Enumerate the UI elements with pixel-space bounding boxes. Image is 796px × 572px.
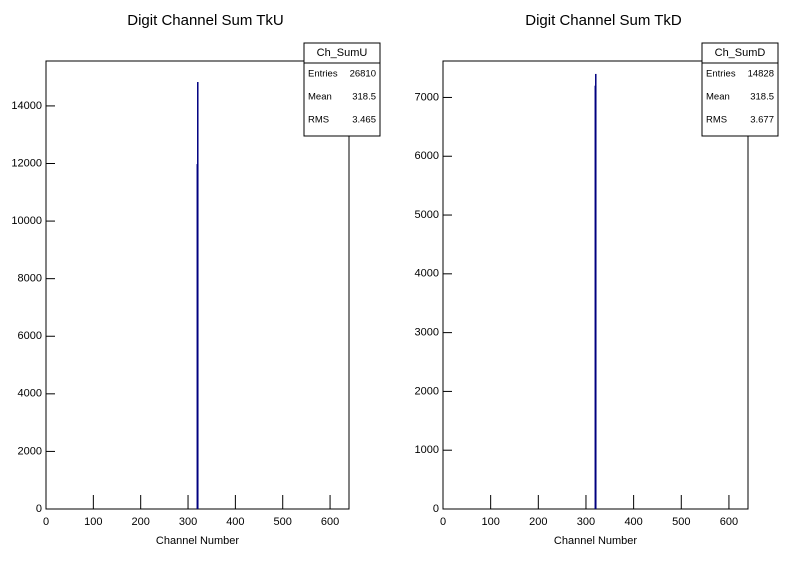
x-tick-label: 100 (481, 516, 499, 528)
stats-title: Ch_SumD (715, 47, 766, 59)
y-tick-label: 4000 (18, 388, 42, 400)
y-tick-label: 6000 (18, 330, 42, 342)
y-tick-label: 0 (36, 503, 42, 515)
chart-title: Digit Channel Sum TkD (525, 12, 682, 29)
histogram-bar (197, 82, 199, 509)
x-tick-label: 400 (226, 516, 244, 528)
y-tick-label: 2000 (18, 445, 42, 457)
y-tick-label: 6000 (415, 150, 439, 162)
x-tick-label: 200 (529, 516, 547, 528)
x-tick-label: 400 (624, 516, 642, 528)
y-tick-label: 10000 (11, 215, 42, 227)
x-tick-label: 0 (43, 516, 49, 528)
x-tick-label: 500 (274, 516, 292, 528)
histogram-bar (595, 73, 597, 509)
stats-value: 3.465 (352, 115, 376, 126)
stats-label: RMS (308, 115, 329, 126)
y-tick-label: 5000 (415, 209, 439, 221)
y-tick-label: 1000 (415, 444, 439, 456)
y-tick-label: 8000 (18, 273, 42, 285)
stats-value: 26810 (350, 69, 376, 80)
x-tick-label: 100 (84, 516, 102, 528)
x-tick-label: 300 (577, 516, 595, 528)
stats-label: RMS (706, 115, 727, 126)
stats-label: Entries (706, 69, 736, 80)
y-tick-label: 4000 (415, 268, 439, 280)
y-tick-label: 12000 (11, 157, 42, 169)
y-tick-label: 14000 (11, 100, 42, 112)
y-tick-label: 3000 (415, 327, 439, 339)
x-axis-label: Channel Number (554, 535, 637, 547)
x-tick-label: 600 (321, 516, 339, 528)
y-tick-label: 7000 (415, 91, 439, 103)
x-tick-label: 500 (672, 516, 690, 528)
stats-value: 14828 (748, 69, 774, 80)
y-tick-label: 0 (433, 503, 439, 515)
stats-title: Ch_SumU (317, 47, 368, 59)
stats-label: Mean (308, 92, 332, 103)
stats-value: 3.677 (750, 115, 774, 126)
x-tick-label: 0 (440, 516, 446, 528)
stats-label: Entries (308, 69, 338, 80)
chart-title: Digit Channel Sum TkU (127, 12, 283, 29)
x-tick-label: 200 (132, 516, 150, 528)
stats-box (303, 42, 381, 137)
stats-box (701, 42, 779, 137)
stats-value: 318.5 (352, 92, 376, 103)
x-axis-label: Channel Number (156, 535, 239, 547)
x-tick-label: 300 (179, 516, 197, 528)
stats-label: Mean (706, 92, 730, 103)
y-tick-label: 2000 (415, 385, 439, 397)
stats-value: 318.5 (750, 92, 774, 103)
x-tick-label: 600 (720, 516, 738, 528)
